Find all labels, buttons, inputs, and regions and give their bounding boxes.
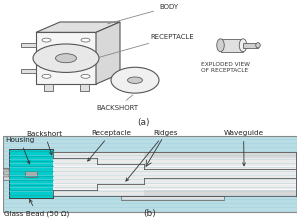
Text: Glass Bead (50 Ω): Glass Bead (50 Ω) <box>4 200 70 217</box>
Bar <box>3 174 10 177</box>
Bar <box>21 69 36 73</box>
Bar <box>3 136 297 212</box>
Text: RECEPTACLE: RECEPTACLE <box>99 34 194 58</box>
Bar <box>3 168 10 180</box>
Polygon shape <box>144 178 296 196</box>
Bar <box>121 196 224 200</box>
Text: Ridges: Ridges <box>126 130 177 181</box>
Polygon shape <box>220 39 243 52</box>
Bar <box>9 149 53 198</box>
Polygon shape <box>243 43 258 48</box>
Ellipse shape <box>256 43 260 48</box>
Ellipse shape <box>239 39 247 52</box>
Circle shape <box>128 77 142 83</box>
Text: Housing: Housing <box>5 137 35 164</box>
Bar <box>44 84 52 91</box>
Text: BODY: BODY <box>108 4 178 24</box>
Ellipse shape <box>111 67 159 93</box>
Circle shape <box>81 74 90 78</box>
Polygon shape <box>36 32 96 84</box>
Polygon shape <box>96 22 120 84</box>
Polygon shape <box>97 152 144 164</box>
Text: (b): (b) <box>144 209 156 218</box>
Ellipse shape <box>217 39 224 52</box>
Circle shape <box>42 38 51 42</box>
Circle shape <box>33 44 99 72</box>
Circle shape <box>42 74 51 78</box>
Text: (a): (a) <box>138 118 150 127</box>
Polygon shape <box>53 158 296 190</box>
Text: Backshort: Backshort <box>26 131 63 155</box>
Bar <box>80 84 88 91</box>
Polygon shape <box>97 184 144 196</box>
Circle shape <box>56 54 76 63</box>
Bar <box>9 149 53 198</box>
Bar <box>3 169 10 172</box>
Text: EXPLODED VIEW
OF RECEPTACLE: EXPLODED VIEW OF RECEPTACLE <box>201 62 249 73</box>
Circle shape <box>81 38 90 42</box>
Polygon shape <box>53 152 97 158</box>
Bar <box>25 171 37 177</box>
Polygon shape <box>36 22 120 32</box>
Text: Waveguide: Waveguide <box>224 130 264 166</box>
Text: BACKSHORT: BACKSHORT <box>96 95 138 111</box>
Polygon shape <box>144 152 296 169</box>
Polygon shape <box>53 190 97 196</box>
Bar <box>21 43 36 47</box>
Text: Receptacle: Receptacle <box>88 130 131 161</box>
